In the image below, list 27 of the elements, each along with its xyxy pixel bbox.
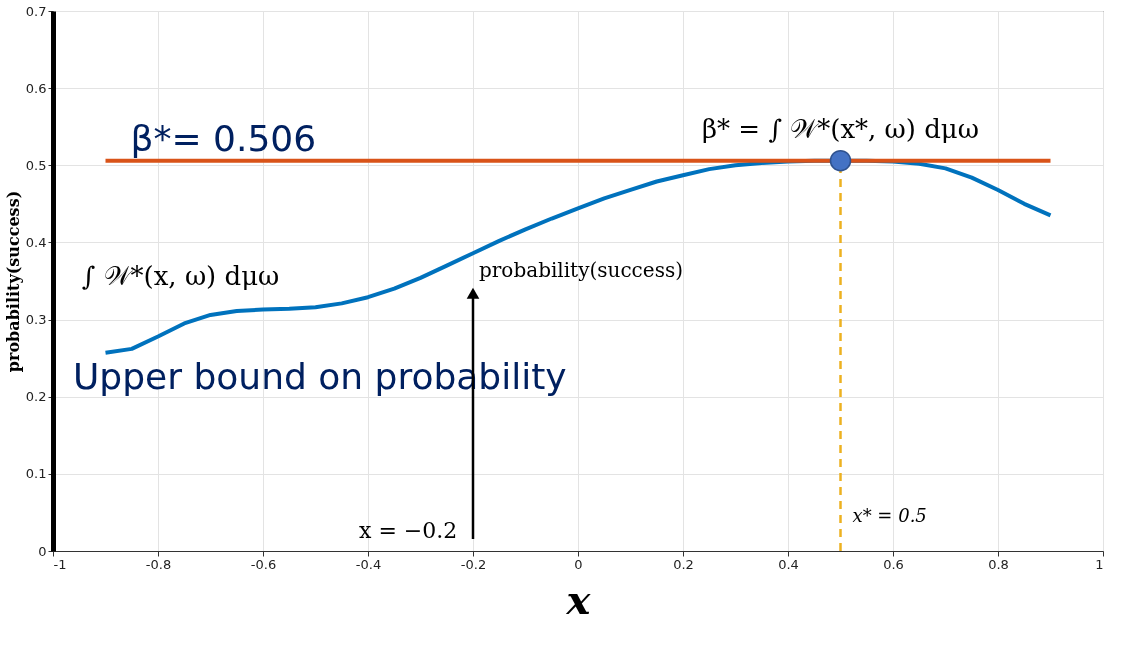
annotation: probability(success): [479, 258, 683, 283]
x-tick-label: 0.6: [883, 556, 904, 572]
annotation: β* = ∫ 𝒲*(x*, ω) dμω: [702, 113, 979, 144]
y-tick-label: 0.5: [25, 157, 47, 173]
x-tick-label: -0.8: [145, 556, 172, 572]
ref-line-label: x* = 0.5: [852, 505, 927, 526]
y-axis-title: probability(success): [3, 190, 23, 373]
y-tick-label: 0.6: [25, 80, 47, 96]
x-tick-label: -0.6: [250, 556, 277, 572]
annotation: ∫ 𝒲*(x, ω) dμω: [81, 260, 280, 291]
x-tick-label: -1: [53, 556, 67, 572]
x-tick-label: 0: [574, 556, 583, 572]
x-tick-label: -0.4: [355, 556, 382, 572]
x-axis-title: x: [565, 575, 592, 623]
x-tick-label: 1: [1095, 556, 1104, 572]
y-tick-label: 0.2: [25, 389, 47, 405]
y-tick-label: 0: [38, 543, 47, 559]
y-tick-label: 0.1: [25, 466, 47, 482]
x-tick-label: 0.8: [988, 556, 1009, 572]
x-tick-label: 0.2: [673, 556, 694, 572]
x-tick-label: 0.4: [778, 556, 799, 572]
y-tick-label: 0.7: [25, 3, 47, 19]
x-tick-label: -0.2: [460, 556, 487, 572]
annotation: x = −0.2: [359, 517, 458, 543]
ref-line-label: β*= 0.506: [130, 117, 317, 159]
y-tick-label: 0.4: [25, 234, 47, 250]
y-tick-label: 0.3: [25, 312, 47, 328]
